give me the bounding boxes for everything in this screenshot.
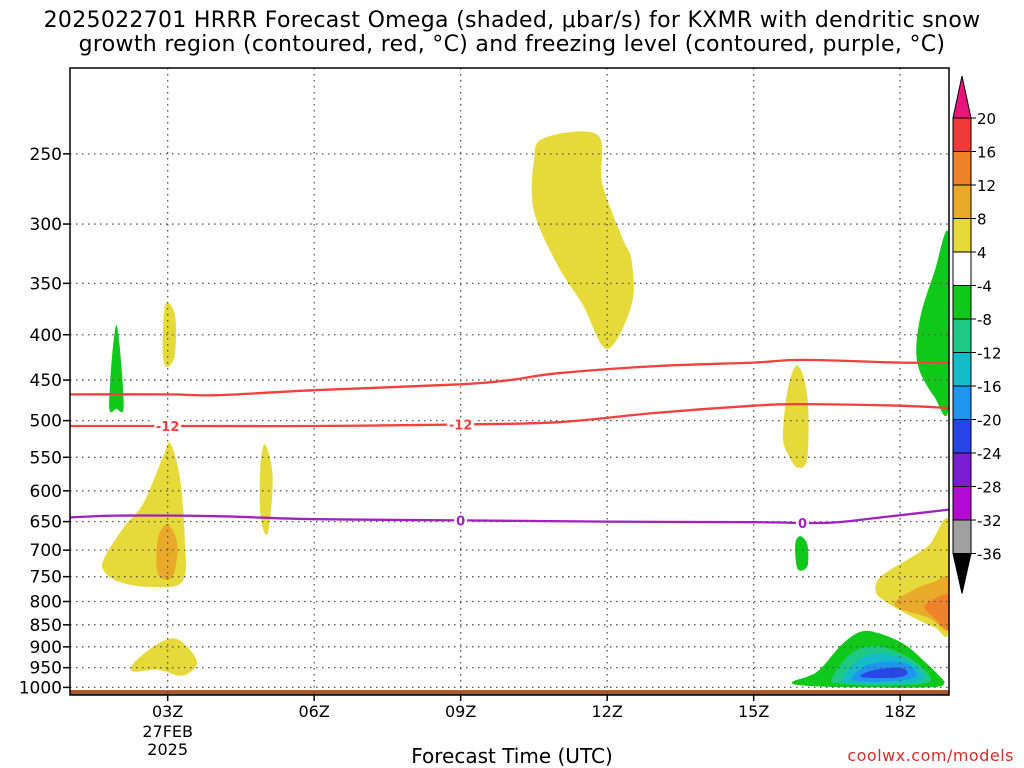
y-tick-label-350: 350: [30, 274, 62, 294]
colorbar-label-9: -20: [977, 412, 1002, 430]
colorbar-box-3: [952, 184, 972, 219]
omega-region-12: [924, 593, 949, 631]
colorbar-label-12: -32: [977, 512, 1002, 530]
x-axis-title: Forecast Time (UTC): [411, 744, 613, 768]
plot-frame: [69, 67, 950, 696]
colorbar-label-0: 20: [977, 110, 996, 128]
omega-region-3: [156, 524, 178, 580]
contour-label-3: 0: [798, 517, 807, 532]
omega-region-17: [860, 667, 908, 679]
contour-label-1: -12: [449, 418, 473, 433]
contour-labels: -12 -12 0 0: [154, 417, 809, 532]
terrain-band: [70, 690, 949, 695]
x-tick-label-03Z: 03Z: [152, 702, 183, 721]
y-axis: 2503003504004505005506006507007508008509…: [19, 145, 70, 698]
colorbar-label-6: -8: [977, 311, 992, 329]
colorbar-label-13: -36: [977, 546, 1002, 564]
colorbar-box-5: [952, 251, 972, 286]
grid-lines: [70, 68, 949, 695]
colorbar-box-12: [952, 486, 972, 521]
x-tick-label-15Z: 15Z: [738, 702, 769, 721]
y-tick-label-550: 550: [30, 448, 62, 468]
contour-label-bg-1: [447, 417, 475, 432]
contour-label-bg-2: [454, 513, 468, 528]
omega-region-7: [783, 365, 809, 468]
contour-label-2: 0: [456, 514, 465, 529]
y-tick-label-750: 750: [30, 568, 62, 588]
y-tick-label-250: 250: [30, 145, 62, 165]
site-credit: coolwx.com/models: [847, 746, 1014, 765]
x-tick-sublabel-1: 2025: [147, 740, 188, 759]
omega-region-0: [109, 325, 124, 413]
y-tick-label-650: 650: [30, 513, 62, 533]
y-tick-label-400: 400: [30, 326, 62, 346]
chart-title-line-1: 2025022701 HRRR Forecast Omega (shaded, …: [43, 8, 981, 33]
x-tick-sublabel-0: 27FEB: [142, 722, 193, 741]
colorbar-label-10: -24: [977, 445, 1002, 463]
y-tick-label-950: 950: [30, 659, 62, 679]
colorbar-label-4: 4: [977, 244, 987, 262]
y-tick-label-600: 600: [30, 482, 62, 502]
contour-line-0: [70, 508, 949, 525]
colorbar-box-1: [952, 117, 972, 152]
colorbar-label-11: -28: [977, 479, 1002, 497]
colorbar-bottom-arrow: [952, 553, 972, 594]
x-tick-label-18Z: 18Z: [885, 702, 916, 721]
y-tick-label-900: 900: [30, 638, 62, 658]
colorbar-label-5: -4: [977, 278, 992, 296]
omega-region-9: [916, 230, 949, 417]
x-tick-label-12Z: 12Z: [592, 702, 623, 721]
colorbar: 20 16 12 8 4 -4 -8 -12 -16 -20 -24 -28 -32 -36: [952, 75, 1002, 594]
colorbar-box-11: [952, 452, 972, 487]
colorbar-box-8: [952, 352, 972, 387]
colorbar-label-2: 12: [977, 177, 996, 195]
colorbar-box-10: [952, 419, 972, 454]
colorbar-label-3: 8: [977, 211, 987, 229]
colorbar-box-2: [952, 151, 972, 186]
y-tick-label-850: 850: [30, 616, 62, 636]
colorbar-label-1: 16: [977, 144, 996, 162]
omega-region-5: [130, 638, 198, 676]
colorbar-top-arrow: [952, 75, 972, 119]
colorbar-box-6: [952, 285, 972, 320]
contour-line-dgz-top: [70, 358, 949, 397]
y-tick-label-700: 700: [30, 541, 62, 561]
y-tick-label-500: 500: [30, 412, 62, 432]
contour-label-bg-3: [796, 515, 809, 530]
omega-region-1: [162, 302, 177, 367]
contour-line--12: [70, 402, 949, 428]
contour-label-0: -12: [156, 420, 180, 435]
colorbar-label-8: -16: [977, 378, 1002, 396]
y-tick-label-300: 300: [30, 215, 62, 235]
omega-region-8: [795, 536, 809, 571]
chart-title-line-2: growth region (contoured, red, °C) and f…: [78, 32, 946, 57]
colorbar-box-13: [952, 519, 972, 554]
y-tick-label-450: 450: [30, 371, 62, 391]
x-tick-label-06Z: 06Z: [299, 702, 330, 721]
contour-label-bg-0: [154, 418, 182, 433]
y-tick-label-800: 800: [30, 593, 62, 613]
omega-region-4: [259, 444, 273, 535]
colorbar-label-7: -12: [977, 345, 1002, 363]
terrain-rect: [70, 690, 949, 695]
colorbar-box-4: [952, 218, 972, 253]
omega-shading: [102, 131, 949, 688]
omega-region-6: [531, 131, 634, 349]
contour-lines: [70, 358, 949, 525]
x-tick-label-09Z: 09Z: [445, 702, 476, 721]
colorbar-box-9: [952, 385, 972, 420]
y-tick-label-1000: 1000: [19, 678, 62, 698]
colorbar-box-7: [952, 318, 972, 353]
